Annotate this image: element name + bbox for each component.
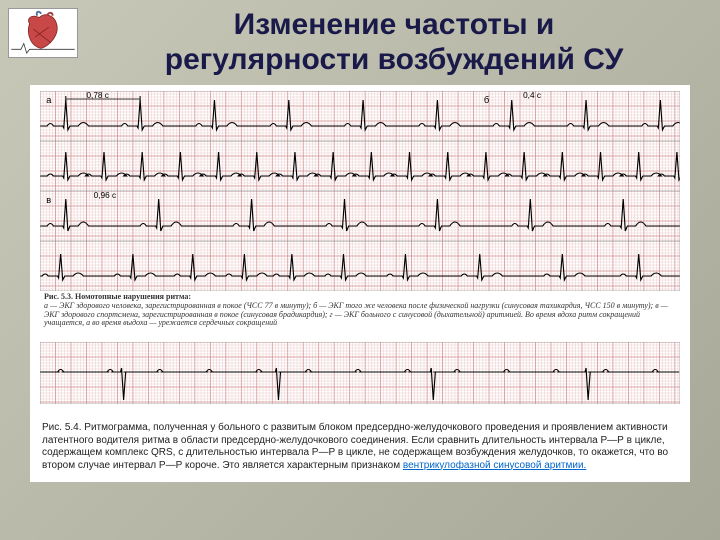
svg-text:0,96 с: 0,96 с <box>94 191 116 200</box>
ecg-strip-a: a 0,78 с б 0,4 с <box>40 91 680 141</box>
ecg-strip-b <box>40 141 680 191</box>
figure-5-4-caption: Рис. 5.4. Ритмограмма, полученная у боль… <box>40 422 680 472</box>
title-line-2: регулярности возбуждений СУ <box>165 43 623 76</box>
caption-5-3-body: а — ЭКГ здорового человека, зарегистриро… <box>44 301 668 328</box>
ecg-figure-5-4 <box>40 342 680 404</box>
ecg-strip-block <box>40 342 680 404</box>
svg-text:0,4 с: 0,4 с <box>523 91 541 100</box>
figure-5-3-caption: Рис. 5.3. Номотопные нарушения ритма: а … <box>40 291 680 330</box>
title-line-1: Изменение частоты и <box>234 8 555 41</box>
ecg-strip-d <box>40 241 680 291</box>
ecg-strip-c: в 0,96 с <box>40 191 680 241</box>
heart-anatomy-icon <box>8 8 78 58</box>
svg-text:0,78 с: 0,78 с <box>86 91 108 100</box>
svg-text:б: б <box>484 95 489 105</box>
slide-title: Изменение частоты и регулярности возбужд… <box>88 8 700 77</box>
arrhythmia-term-link[interactable]: вентрикулофазной синусовой аритмии. <box>403 460 586 471</box>
ecg-figure-5-3: a 0,78 с б 0,4 с в <box>40 91 680 291</box>
caption-5-3-title: Рис. 5.3. Номотопные нарушения ритма: <box>44 292 191 301</box>
svg-text:в: в <box>46 195 51 205</box>
content-panel: a 0,78 с б 0,4 с в <box>30 85 690 482</box>
